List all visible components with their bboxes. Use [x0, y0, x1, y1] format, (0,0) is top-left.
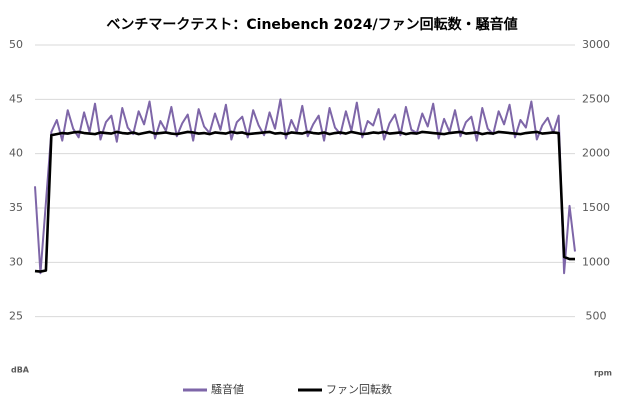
y-tick-label: 40	[9, 147, 23, 160]
series-line	[34, 130, 575, 273]
y-tick-label: 25	[9, 310, 23, 323]
legend-label: 騒音値	[211, 382, 244, 396]
y-tick-label: 45	[9, 92, 23, 105]
y2-tick-label: 500	[586, 310, 607, 323]
y2-tick-label: 1000	[582, 255, 610, 268]
legend-label: ファン回転数	[326, 383, 392, 396]
chart-title: ベンチマークテスト：Cinebench 2024/ファン回転数・騒音値	[106, 16, 517, 33]
y2-tick-label: 3000	[582, 38, 610, 51]
y-tick-label: 35	[9, 201, 23, 214]
y2-axis-title: rpm	[594, 369, 612, 378]
y-axis-title: dBA	[11, 366, 30, 375]
y2-tick-label: 1500	[582, 201, 610, 214]
y2-tick-label: 2000	[582, 147, 610, 160]
y-tick-label: 30	[9, 255, 23, 268]
y2-tick-label: 2500	[582, 92, 610, 105]
y-tick-label: 50	[9, 38, 23, 51]
series-line	[34, 98, 576, 275]
